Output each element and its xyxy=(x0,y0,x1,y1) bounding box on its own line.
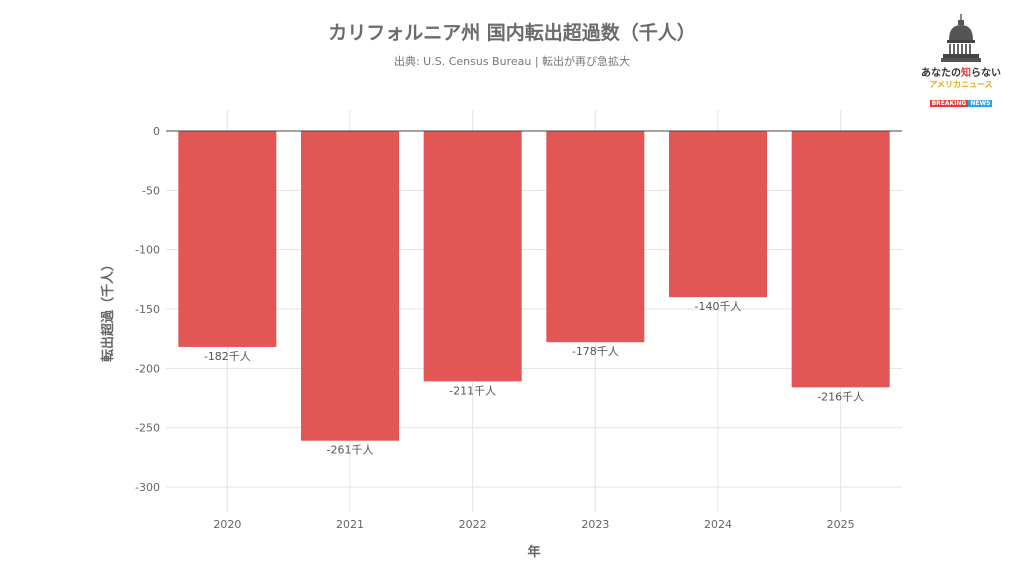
data-label: -261千人 xyxy=(327,444,374,457)
news-logo: あなたの知らない アメリカニュース BREAKING NEWS xyxy=(918,14,1004,107)
logo-text-1: あなたの xyxy=(921,68,961,79)
bar-2022 xyxy=(423,131,522,382)
chart-title: カリフォルニア州 国内転出超過数（千人） xyxy=(328,22,696,44)
capitol-icon xyxy=(941,14,981,62)
bar-2021 xyxy=(301,131,399,441)
logo-subtitle: アメリカニュース xyxy=(929,80,993,89)
logo-badge-news: NEWS xyxy=(968,100,993,107)
logo-badge-breaking: BREAKING xyxy=(929,100,969,107)
logo-text-2: 知 xyxy=(961,68,971,79)
data-label: -140千人 xyxy=(695,300,742,313)
y-tick-label: -50 xyxy=(142,184,160,197)
y-tick-label: -200 xyxy=(135,362,160,375)
x-axis-title: 年 xyxy=(527,544,540,560)
x-tick-label: 2024 xyxy=(704,518,732,531)
data-label: -216千人 xyxy=(817,390,864,403)
y-axis-title: 転出超過（千人） xyxy=(100,258,116,362)
x-tick-label: 2022 xyxy=(459,518,487,531)
x-tick-label: 2025 xyxy=(827,518,855,531)
bar-2020 xyxy=(178,131,277,347)
y-tick-label: -100 xyxy=(135,244,160,257)
bar-2023 xyxy=(546,131,645,343)
logo-text-3: らない xyxy=(971,68,1001,79)
y-tick-label: -250 xyxy=(135,422,160,435)
data-label: -178千人 xyxy=(572,345,619,358)
y-tick-label: 0 xyxy=(153,125,160,138)
y-tick-label: -150 xyxy=(135,303,160,316)
bar-2025 xyxy=(791,131,890,388)
x-tick-label: 2020 xyxy=(213,518,241,531)
bar-2024 xyxy=(669,131,767,298)
data-label: -211千人 xyxy=(449,384,496,397)
y-tick-label: -300 xyxy=(135,481,160,494)
chart-subtitle: 出典: U.S. Census Bureau | 転出が再び急拡大 xyxy=(393,55,631,68)
x-tick-label: 2023 xyxy=(581,518,609,531)
data-label: -182千人 xyxy=(204,350,251,363)
x-tick-label: 2021 xyxy=(336,518,364,531)
